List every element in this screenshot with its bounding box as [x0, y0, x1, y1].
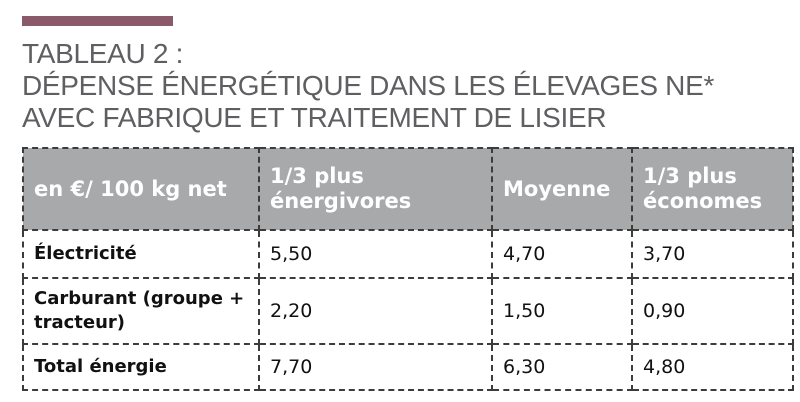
header-unit: en €/ 100 kg net: [22, 147, 260, 231]
table-header-row: en €/ 100 kg net 1/3 plus énergivores Mo…: [22, 147, 794, 231]
table-cell: 4,80: [631, 343, 794, 391]
table-row: Total énergie 7,70 6,30 4,80: [22, 343, 794, 391]
table-cell: 2,20: [258, 277, 493, 345]
table-title: TABLEAU 2 : DÉPENSE ÉNERGÉTIQUE DANS LES…: [22, 38, 792, 134]
accent-bar: [22, 16, 173, 26]
table-row: Électricité 5,50 4,70 3,70: [22, 229, 794, 279]
row-label: Carburant (groupe + tracteur): [22, 277, 260, 345]
header-average: Moyenne: [491, 147, 633, 231]
table-cell: 3,70: [631, 229, 794, 279]
table-row: Carburant (groupe + tracteur) 2,20 1,50 …: [22, 277, 794, 345]
row-label: Électricité: [22, 229, 260, 279]
row-label: Total énergie: [22, 343, 260, 391]
table-cell: 4,70: [491, 229, 633, 279]
title-line-1: TABLEAU 2 :: [22, 38, 184, 69]
title-line-2: DÉPENSE ÉNERGÉTIQUE DANS LES ÉLEVAGES NE…: [22, 70, 715, 101]
table-cell: 6,30: [491, 343, 633, 391]
header-most-energy-intensive: 1/3 plus énergivores: [258, 147, 493, 231]
header-most-economical: 1/3 plus économes: [631, 147, 794, 231]
table-cell: 0,90: [631, 277, 794, 345]
energy-expense-table: en €/ 100 kg net 1/3 plus énergivores Mo…: [22, 147, 794, 391]
table-cell: 7,70: [258, 343, 493, 391]
title-line-3: AVEC FABRIQUE ET TRAITEMENT DE LISIER: [22, 102, 607, 133]
table-cell: 5,50: [258, 229, 493, 279]
table-cell: 1,50: [491, 277, 633, 345]
